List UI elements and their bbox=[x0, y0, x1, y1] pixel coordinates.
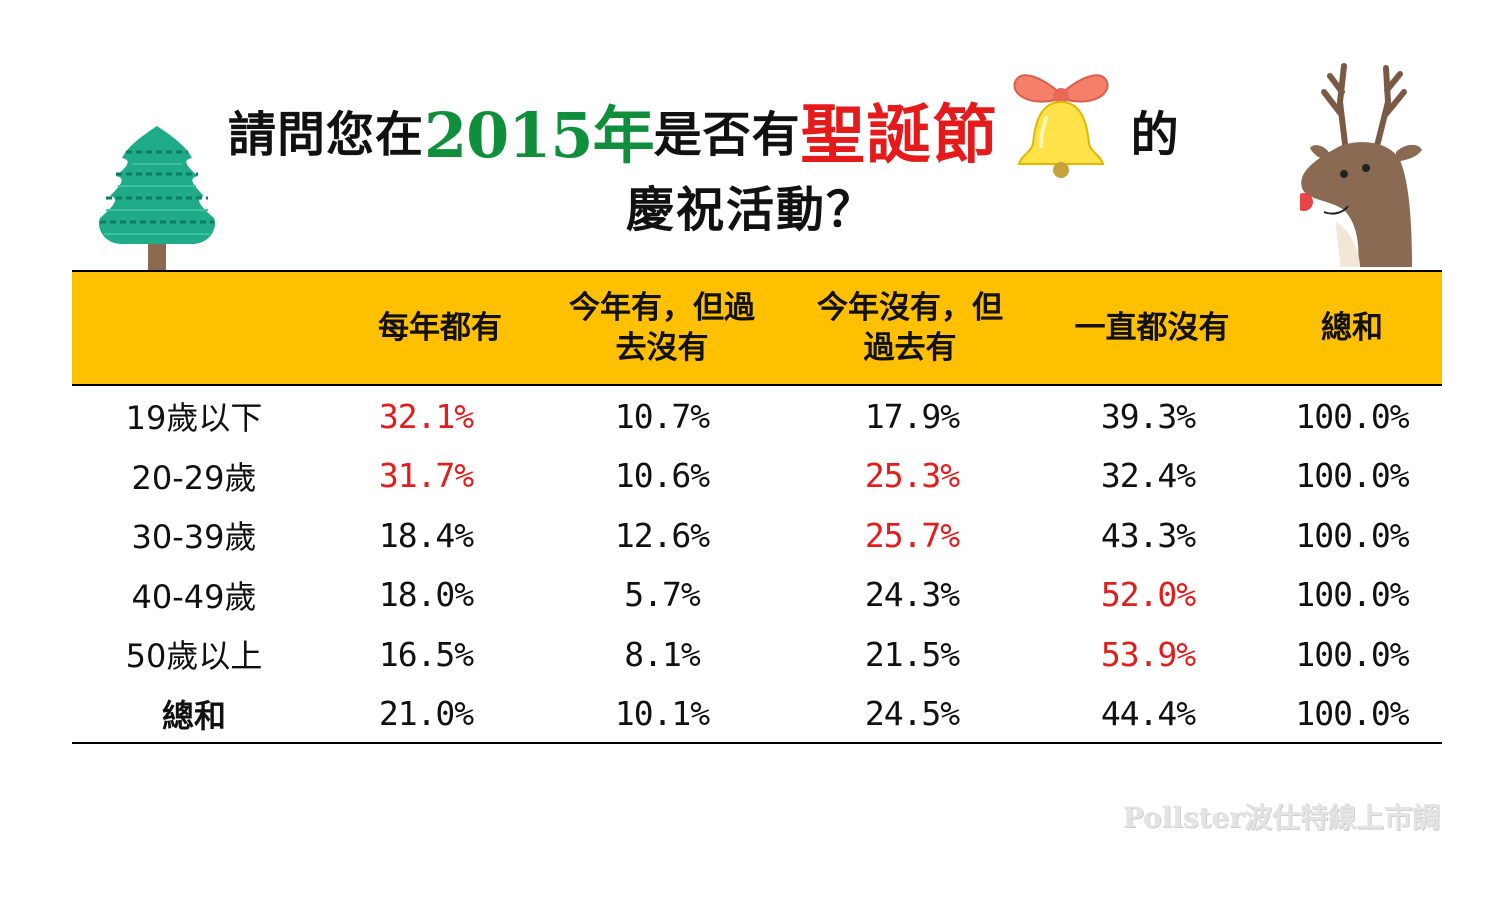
table-row: 總和 21.0% 10.1% 24.5% 44.4% 100.0% bbox=[72, 684, 1442, 744]
chart-title: 請問您在 2015年 是否有 聖誕節 的 bbox=[228, 74, 1180, 178]
table-bottom-rule bbox=[72, 742, 1442, 744]
table-cell: 100.0% bbox=[1295, 575, 1409, 614]
title-highlight: 聖誕節 bbox=[800, 99, 999, 173]
table-cell: 39.3% bbox=[1100, 396, 1196, 436]
table-cell: 32.4% bbox=[1100, 456, 1196, 495]
table-cell: 100.0% bbox=[1295, 515, 1409, 555]
table-cell: 18.0% bbox=[378, 575, 474, 614]
table-cell: 21.5% bbox=[864, 634, 960, 674]
table-cell: 52.0% bbox=[1100, 575, 1196, 614]
table-cell: 24.5% bbox=[864, 694, 960, 733]
header-cell: 總和 bbox=[1321, 310, 1383, 346]
table-header: 每年都有 今年有，但過 去沒有 今年沒有，但 過去有 一直都沒有 總和 bbox=[72, 270, 1442, 386]
table-row: 19歲以下 32.1% 10.7% 17.9% 39.3% 100.0% bbox=[72, 386, 1442, 446]
row-label: 20-29歲 bbox=[131, 458, 257, 497]
table-row: 40-49歲 18.0% 5.7% 24.3% 52.0% 100.0% bbox=[72, 565, 1442, 625]
table-cell: 10.7% bbox=[614, 396, 710, 436]
header-cell: 今年有，但過 去沒有 bbox=[569, 290, 755, 366]
title-part2: 是否有 bbox=[653, 107, 801, 163]
table-cell: 100.0% bbox=[1295, 694, 1409, 733]
table-cell: 24.3% bbox=[864, 575, 960, 614]
table-cell: 31.7% bbox=[378, 456, 474, 495]
table-cell: 8.1% bbox=[624, 634, 700, 674]
table-cell: 10.1% bbox=[614, 694, 710, 733]
header-cell-empty bbox=[72, 272, 322, 384]
row-label: 50歲以上 bbox=[125, 637, 263, 675]
table-row: 50歲以上 16.5% 8.1% 21.5% 53.9% 100.0% bbox=[72, 624, 1442, 684]
row-label: 40-49歲 bbox=[131, 577, 257, 616]
table-cell: 53.9% bbox=[1100, 634, 1196, 674]
table-cell: 100.0% bbox=[1295, 456, 1409, 495]
row-label: 19歲以下 bbox=[125, 399, 263, 437]
table-cell: 12.6% bbox=[614, 515, 710, 555]
title-year: 2015年 bbox=[424, 99, 655, 172]
table-cell: 43.3% bbox=[1100, 515, 1196, 555]
table-cell: 25.3% bbox=[864, 456, 960, 495]
row-label: 30-39歲 bbox=[131, 518, 257, 556]
table-cell: 16.5% bbox=[378, 634, 474, 674]
table-cell: 32.1% bbox=[378, 396, 474, 436]
title-part1: 請問您在 bbox=[228, 107, 425, 163]
table-cell: 100.0% bbox=[1295, 634, 1409, 674]
reindeer-icon bbox=[1300, 63, 1422, 267]
table-cell: 25.7% bbox=[864, 515, 960, 555]
table-cell: 5.7% bbox=[624, 575, 700, 614]
chart-title-line2: 慶祝活動？ bbox=[625, 182, 876, 238]
christmas-tree-icon bbox=[98, 126, 216, 270]
header-cell: 今年沒有，但 過去有 bbox=[817, 290, 1003, 366]
credit-watermark: Pollster波仕特線上市調 bbox=[1122, 801, 1440, 834]
table-cell: 18.4% bbox=[378, 515, 474, 555]
header-cell: 一直都沒有 bbox=[1074, 310, 1230, 346]
table-row: 20-29歲 31.7% 10.6% 25.3% 32.4% 100.0% bbox=[72, 446, 1442, 506]
table-cell: 21.0% bbox=[378, 694, 474, 733]
header-cell: 每年都有 bbox=[378, 310, 502, 346]
bell-icon bbox=[1013, 74, 1109, 178]
table-row: 30-39歲 18.4% 12.6% 25.7% 43.3% 100.0% bbox=[72, 505, 1442, 565]
table-cell: 100.0% bbox=[1295, 396, 1409, 436]
title-part3: 的 bbox=[1130, 107, 1180, 163]
row-label: 總和 bbox=[161, 696, 226, 735]
table-cell: 44.4% bbox=[1100, 694, 1196, 733]
table-cell: 17.9% bbox=[864, 396, 960, 436]
table-cell: 10.6% bbox=[614, 456, 710, 495]
